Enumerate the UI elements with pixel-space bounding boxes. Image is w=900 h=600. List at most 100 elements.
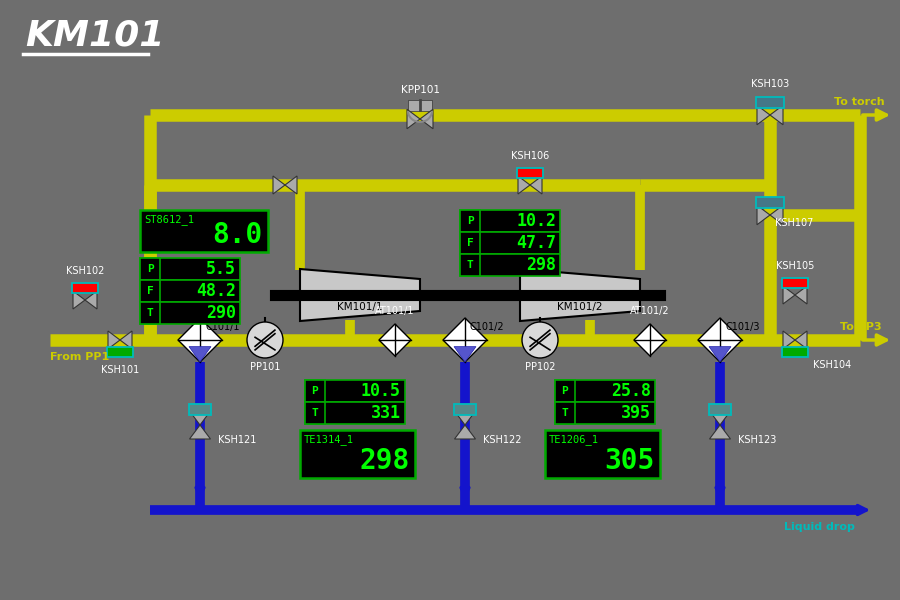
- Text: 25.8: 25.8: [611, 382, 651, 400]
- Text: 48.2: 48.2: [196, 282, 236, 300]
- Text: KM101/1: KM101/1: [338, 302, 382, 312]
- Bar: [709, 403, 731, 415]
- Bar: [460, 210, 560, 232]
- Polygon shape: [120, 331, 132, 349]
- Bar: [140, 280, 240, 302]
- Bar: [140, 302, 240, 324]
- Text: ST8612_1: ST8612_1: [144, 214, 194, 225]
- Polygon shape: [454, 425, 475, 439]
- Circle shape: [247, 322, 283, 358]
- Bar: [72, 283, 98, 293]
- Polygon shape: [454, 411, 475, 425]
- Bar: [555, 380, 575, 402]
- Polygon shape: [190, 425, 211, 439]
- Text: KSH102: KSH102: [66, 266, 104, 276]
- Bar: [555, 402, 575, 424]
- Bar: [189, 403, 211, 415]
- Circle shape: [522, 322, 558, 358]
- Text: P: P: [562, 386, 569, 396]
- Bar: [140, 258, 240, 280]
- Polygon shape: [273, 176, 285, 194]
- Text: P: P: [311, 386, 319, 396]
- Text: F: F: [466, 238, 473, 248]
- Polygon shape: [783, 286, 795, 304]
- Polygon shape: [407, 109, 420, 129]
- Bar: [140, 210, 268, 252]
- Polygon shape: [108, 331, 120, 349]
- Bar: [460, 254, 480, 276]
- Text: AT101/1: AT101/1: [375, 306, 415, 316]
- Bar: [756, 196, 784, 208]
- Bar: [545, 430, 660, 478]
- Text: C101/1: C101/1: [205, 322, 239, 332]
- Polygon shape: [757, 105, 770, 125]
- Text: KSH122: KSH122: [483, 435, 521, 445]
- Bar: [782, 278, 808, 288]
- Bar: [460, 232, 560, 254]
- Polygon shape: [454, 347, 476, 362]
- Bar: [555, 380, 655, 402]
- Bar: [305, 380, 325, 402]
- Text: 395: 395: [621, 404, 651, 422]
- Polygon shape: [709, 425, 731, 439]
- Text: KSH101: KSH101: [101, 365, 140, 375]
- Text: To PP3: To PP3: [841, 322, 882, 332]
- Bar: [460, 254, 560, 276]
- Text: 331: 331: [371, 404, 401, 422]
- Text: KSH121: KSH121: [218, 435, 256, 445]
- Text: T: T: [311, 408, 319, 418]
- Text: T: T: [466, 260, 473, 270]
- Polygon shape: [408, 100, 432, 111]
- Text: TE1314_1: TE1314_1: [304, 434, 354, 445]
- Polygon shape: [698, 318, 742, 362]
- Bar: [305, 402, 325, 424]
- Text: T: T: [147, 308, 153, 318]
- Text: 8.0: 8.0: [212, 221, 263, 249]
- Polygon shape: [443, 318, 487, 362]
- Text: PP101: PP101: [250, 362, 280, 372]
- Bar: [555, 402, 655, 424]
- Polygon shape: [190, 411, 211, 425]
- Bar: [756, 97, 784, 107]
- Text: TE1206_1: TE1206_1: [549, 434, 599, 445]
- Bar: [517, 168, 543, 178]
- Text: Liquid drop: Liquid drop: [784, 522, 855, 532]
- Text: AT101/2: AT101/2: [630, 306, 670, 316]
- Bar: [305, 402, 405, 424]
- Text: KSH105: KSH105: [776, 261, 814, 271]
- Polygon shape: [795, 331, 807, 349]
- Text: KSH103: KSH103: [751, 79, 789, 89]
- Polygon shape: [420, 109, 433, 129]
- Polygon shape: [795, 286, 807, 304]
- Polygon shape: [73, 291, 85, 309]
- Text: From PP1: From PP1: [50, 352, 109, 362]
- Text: KM101: KM101: [25, 18, 165, 52]
- Polygon shape: [634, 324, 666, 356]
- Text: KSH104: KSH104: [813, 360, 851, 370]
- Text: KSH123: KSH123: [738, 435, 777, 445]
- Text: To torch: To torch: [834, 97, 885, 107]
- Text: 305: 305: [605, 447, 655, 475]
- Polygon shape: [770, 105, 783, 125]
- Text: C101/2: C101/2: [470, 322, 505, 332]
- Polygon shape: [709, 411, 731, 425]
- Text: 10.5: 10.5: [361, 382, 401, 400]
- Bar: [300, 430, 415, 478]
- Bar: [460, 232, 480, 254]
- Polygon shape: [709, 347, 731, 362]
- Text: PP102: PP102: [525, 362, 555, 372]
- Text: C101/3: C101/3: [725, 322, 760, 332]
- Text: KPP101: KPP101: [400, 85, 439, 95]
- Text: KSH107: KSH107: [775, 218, 814, 228]
- Text: 290: 290: [206, 304, 236, 322]
- Text: 47.7: 47.7: [516, 234, 556, 252]
- Text: KM101/2: KM101/2: [557, 302, 603, 312]
- Bar: [305, 380, 405, 402]
- Polygon shape: [518, 176, 530, 194]
- Polygon shape: [783, 331, 795, 349]
- Polygon shape: [757, 205, 770, 225]
- Text: KSH106: KSH106: [511, 151, 549, 161]
- Polygon shape: [189, 347, 211, 362]
- Polygon shape: [530, 176, 542, 194]
- Bar: [140, 258, 160, 280]
